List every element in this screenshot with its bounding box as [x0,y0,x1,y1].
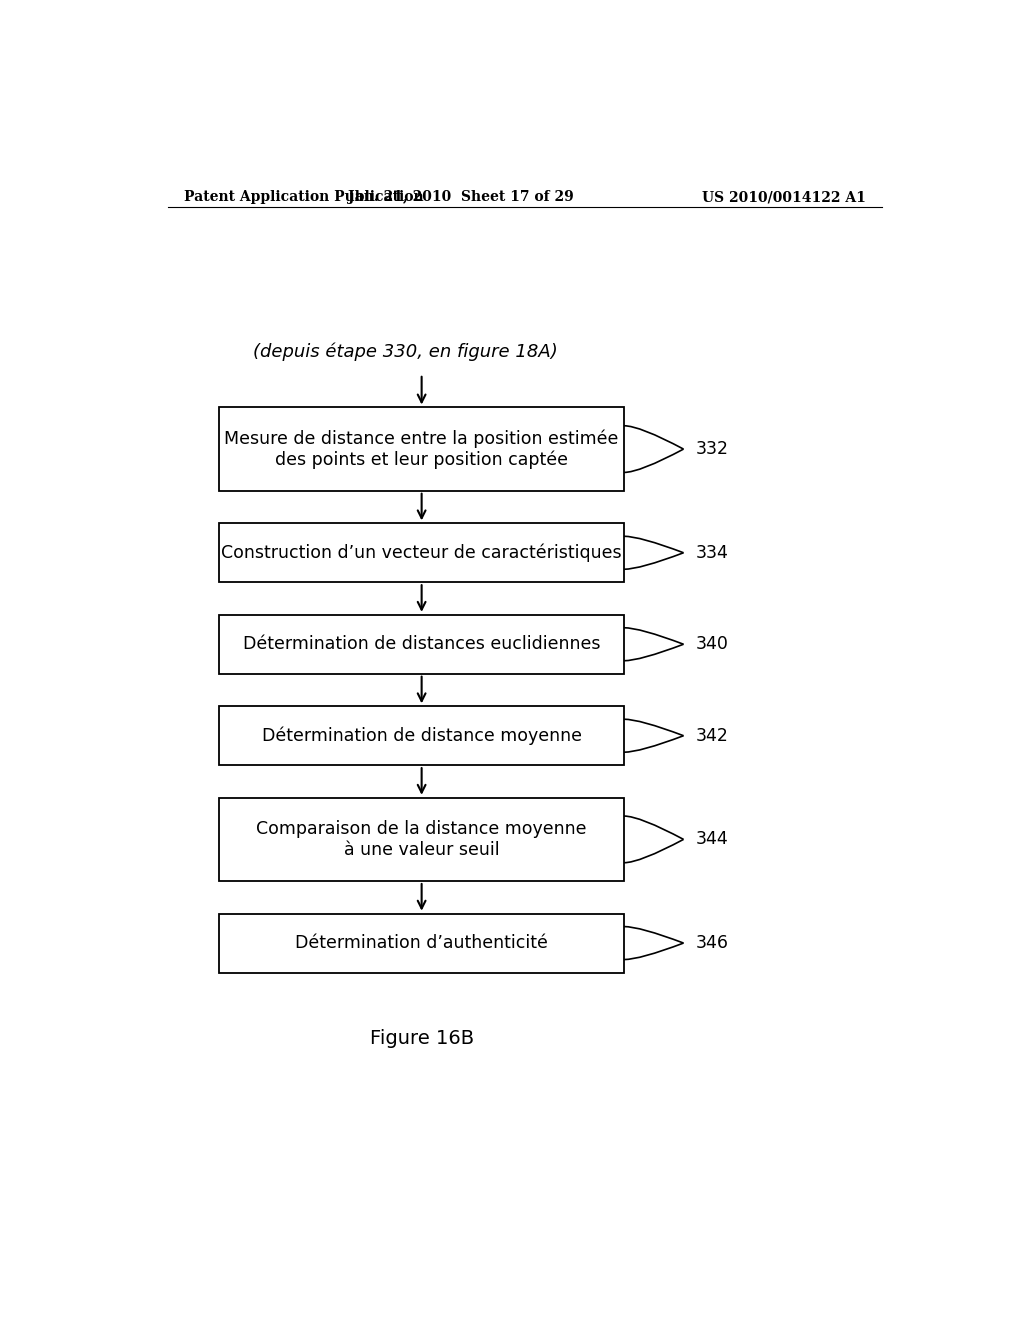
Text: 346: 346 [695,935,728,952]
Text: Patent Application Publication: Patent Application Publication [183,190,423,205]
Text: Comparaison de la distance moyenne
à une valeur seuil: Comparaison de la distance moyenne à une… [256,820,587,859]
Text: Détermination de distance moyenne: Détermination de distance moyenne [262,726,582,744]
Text: 334: 334 [695,544,728,562]
Text: Jan. 21, 2010  Sheet 17 of 29: Jan. 21, 2010 Sheet 17 of 29 [348,190,574,205]
Bar [219,706,624,766]
Text: 342: 342 [695,727,728,744]
Text: Détermination de distances euclidiennes: Détermination de distances euclidiennes [243,635,600,653]
Bar [219,797,624,880]
Text: Figure 16B: Figure 16B [370,1030,474,1048]
Text: 332: 332 [695,440,728,458]
Text: Mesure de distance entre la position estimée
des points et leur position captée: Mesure de distance entre la position est… [224,429,618,469]
Text: (depuis étape 330, en figure 18A): (depuis étape 330, en figure 18A) [253,342,558,360]
Bar [219,615,624,673]
Text: 340: 340 [695,635,728,653]
Bar [219,913,624,973]
Bar [219,408,624,491]
Text: 344: 344 [695,830,728,849]
Text: US 2010/0014122 A1: US 2010/0014122 A1 [702,190,866,205]
Text: Construction d’un vecteur de caractéristiques: Construction d’un vecteur de caractérist… [221,544,622,562]
Bar [219,523,624,582]
Text: Détermination d’authenticité: Détermination d’authenticité [295,935,548,952]
